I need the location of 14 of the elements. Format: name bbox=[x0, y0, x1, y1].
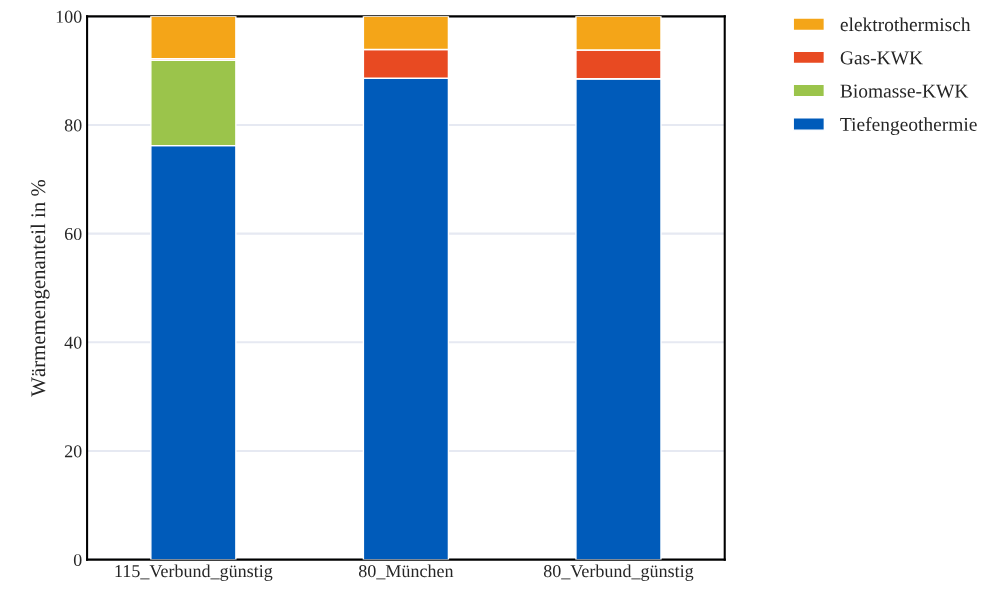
y-axis-title: Wärmemengenanteil in % bbox=[30, 179, 50, 397]
y-tick-label: 80 bbox=[64, 119, 82, 132]
legend-label: Biomasse-KWK bbox=[840, 84, 969, 98]
x-tick-label: 80_München bbox=[358, 564, 454, 580]
legend-label: Tiefengeothermie bbox=[840, 117, 977, 135]
x-tick-label: 80_Verbund_günstig bbox=[543, 564, 694, 581]
x-tick-label: 115_Verbund_günstig bbox=[115, 564, 273, 581]
y-tick-label: 40 bbox=[64, 336, 82, 349]
y-tick-label: 0 bbox=[73, 553, 82, 567]
y-tick-label: 100 bbox=[56, 10, 82, 23]
y-tick-label: 60 bbox=[64, 227, 82, 241]
legend-label: elektrothermisch bbox=[840, 17, 971, 32]
legend-label: Gas-KWK bbox=[840, 51, 923, 65]
y-tick-label: 20 bbox=[64, 445, 82, 458]
